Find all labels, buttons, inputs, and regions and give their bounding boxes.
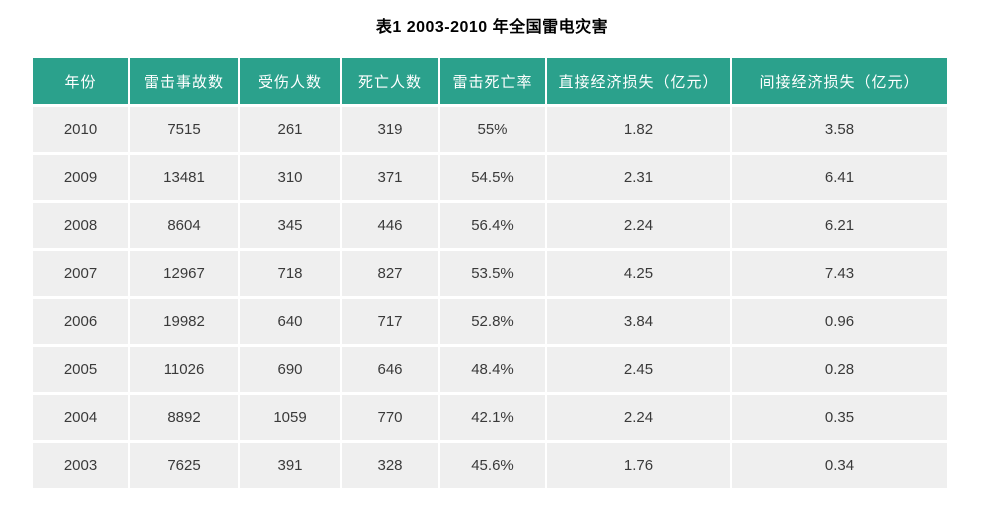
table-cell: 1.82: [547, 107, 730, 152]
header-row: 年份 雷击事故数 受伤人数 死亡人数 雷击死亡率 直接经济损失（亿元） 间接经济损失（亿元）: [33, 58, 947, 104]
table-cell: 53.5%: [440, 251, 545, 296]
table-cell: 6.21: [732, 203, 947, 248]
table-cell: 2.24: [547, 395, 730, 440]
table-cell: 45.6%: [440, 443, 545, 488]
column-header: 雷击事故数: [130, 58, 238, 104]
table-cell: 446: [342, 203, 438, 248]
table-cell: 770: [342, 395, 438, 440]
table-cell: 52.8%: [440, 299, 545, 344]
column-header: 受伤人数: [240, 58, 340, 104]
column-header: 雷击死亡率: [440, 58, 545, 104]
table-cell: 646: [342, 347, 438, 392]
table-cell: 12967: [130, 251, 238, 296]
table-cell: 319: [342, 107, 438, 152]
table-cell: 690: [240, 347, 340, 392]
table-cell: 345: [240, 203, 340, 248]
table-cell: 6.41: [732, 155, 947, 200]
table-row: 2008 8604 345 446 56.4% 2.24 6.21: [33, 203, 947, 248]
table-cell: 11026: [130, 347, 238, 392]
table-cell: 8604: [130, 203, 238, 248]
table-row: 2006 19982 640 717 52.8% 3.84 0.96: [33, 299, 947, 344]
table-cell: 3.58: [732, 107, 947, 152]
table-cell: 2005: [33, 347, 128, 392]
table-cell: 2010: [33, 107, 128, 152]
table-cell: 48.4%: [440, 347, 545, 392]
table-cell: 2009: [33, 155, 128, 200]
table-cell: 261: [240, 107, 340, 152]
table-cell: 13481: [130, 155, 238, 200]
table-cell: 42.1%: [440, 395, 545, 440]
table-cell: 1059: [240, 395, 340, 440]
column-header: 间接经济损失（亿元）: [732, 58, 947, 104]
table-cell: 718: [240, 251, 340, 296]
table-cell: 2007: [33, 251, 128, 296]
table-cell: 19982: [130, 299, 238, 344]
table-cell: 8892: [130, 395, 238, 440]
column-header: 年份: [33, 58, 128, 104]
table-cell: 54.5%: [440, 155, 545, 200]
table-cell: 2004: [33, 395, 128, 440]
table-cell: 0.35: [732, 395, 947, 440]
table-cell: 4.25: [547, 251, 730, 296]
table-cell: 56.4%: [440, 203, 545, 248]
table-header: 年份 雷击事故数 受伤人数 死亡人数 雷击死亡率 直接经济损失（亿元） 间接经济损失（亿元）: [33, 58, 947, 104]
table-cell: 2.24: [547, 203, 730, 248]
table-cell: 310: [240, 155, 340, 200]
table-cell: 391: [240, 443, 340, 488]
table-cell: 7625: [130, 443, 238, 488]
table-cell: 640: [240, 299, 340, 344]
table-cell: 1.76: [547, 443, 730, 488]
table-row: 2004 8892 1059 770 42.1% 2.24 0.35: [33, 395, 947, 440]
table-cell: 0.96: [732, 299, 947, 344]
table-cell: 7.43: [732, 251, 947, 296]
table-cell: 2003: [33, 443, 128, 488]
table-cell: 717: [342, 299, 438, 344]
table-row: 2003 7625 391 328 45.6% 1.76 0.34: [33, 443, 947, 488]
table-cell: 2.31: [547, 155, 730, 200]
table-row: 2005 11026 690 646 48.4% 2.45 0.28: [33, 347, 947, 392]
table-row: 2010 7515 261 319 55% 1.82 3.58: [33, 107, 947, 152]
table-cell: 3.84: [547, 299, 730, 344]
table-cell: 328: [342, 443, 438, 488]
table-cell: 7515: [130, 107, 238, 152]
table-cell: 371: [342, 155, 438, 200]
table-cell: 0.34: [732, 443, 947, 488]
table-title: 表1 2003-2010 年全国雷电灾害: [375, 19, 609, 36]
table-row: 2009 13481 310 371 54.5% 2.31 6.41: [33, 155, 947, 200]
table-cell: 0.28: [732, 347, 947, 392]
column-header: 死亡人数: [342, 58, 438, 104]
lightning-disaster-table: 年份 雷击事故数 受伤人数 死亡人数 雷击死亡率 直接经济损失（亿元） 间接经济损失（亿元）…: [31, 55, 949, 491]
column-header: 直接经济损失（亿元）: [547, 58, 730, 104]
table-cell: 827: [342, 251, 438, 296]
table-cell: 2008: [33, 203, 128, 248]
table-cell: 2006: [33, 299, 128, 344]
table-body: 2010 7515 261 319 55% 1.82 3.58 2009 13481 310 371…: [33, 107, 947, 488]
table-row: 2007 12967 718 827 53.5% 4.25 7.43: [33, 251, 947, 296]
table-cell: 2.45: [547, 347, 730, 392]
table-cell: 55%: [440, 107, 545, 152]
